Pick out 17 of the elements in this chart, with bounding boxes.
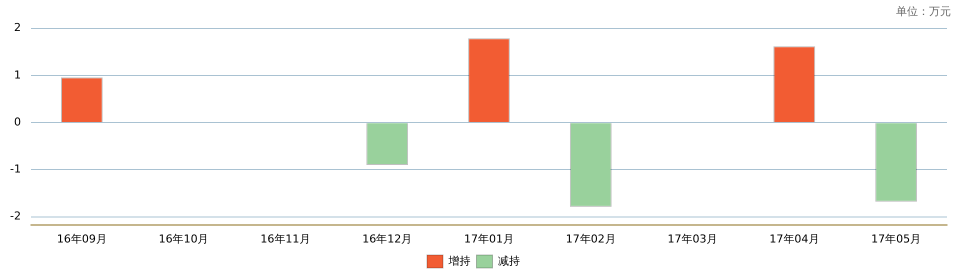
- legend-label: 减持: [498, 254, 520, 268]
- x-tick-label: 16年11月: [260, 232, 310, 246]
- x-tick-label: 17年03月: [668, 232, 718, 246]
- x-tick-label: 16年09月: [56, 232, 107, 246]
- x-tick-label: 17年04月: [769, 232, 820, 246]
- x-tick-label: 16年10月: [158, 232, 209, 246]
- y-tick-label: 1: [14, 68, 21, 82]
- x-tick-label: 16年12月: [362, 232, 412, 246]
- y-tick-label: -2: [10, 210, 21, 223]
- x-tick-label: 17年05月: [871, 232, 922, 246]
- x-tick-label: 17年01月: [464, 232, 514, 246]
- legend-label: 增持: [448, 254, 470, 268]
- y-tick-label: 0: [14, 115, 21, 128]
- y-tick-label: -1: [10, 162, 21, 176]
- y-tick-label: 2: [14, 21, 21, 34]
- text: 单位：万元: [896, 4, 951, 19]
- x-tick-label: 17年02月: [566, 232, 616, 246]
